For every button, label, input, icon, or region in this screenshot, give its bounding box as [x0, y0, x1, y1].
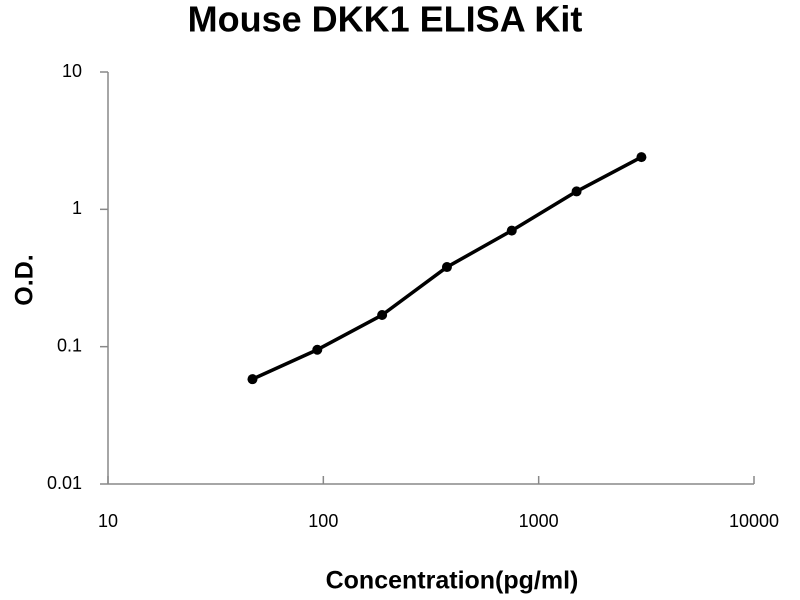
data-point [571, 186, 582, 197]
y-tick-label: 0.01 [47, 473, 82, 493]
y-axis-label: O.D. [11, 254, 39, 305]
data-point [441, 262, 452, 273]
x-tick-label: 10000 [729, 511, 779, 531]
data-point [377, 310, 388, 321]
data-point [636, 152, 647, 163]
x-tick-label: 1000 [519, 511, 559, 531]
data-point [247, 374, 258, 385]
y-tick-label: 1 [72, 198, 82, 218]
data-point [506, 225, 517, 236]
data-point [312, 344, 323, 355]
chart-title: Mouse DKK1 ELISA Kit [188, 0, 583, 40]
y-tick-label: 10 [62, 61, 82, 81]
x-tick-label: 100 [308, 511, 338, 531]
x-axis-label: Concentration(pg/ml) [326, 567, 579, 595]
y-tick-label: 0.1 [57, 335, 82, 355]
x-tick-label: 10 [98, 511, 118, 531]
